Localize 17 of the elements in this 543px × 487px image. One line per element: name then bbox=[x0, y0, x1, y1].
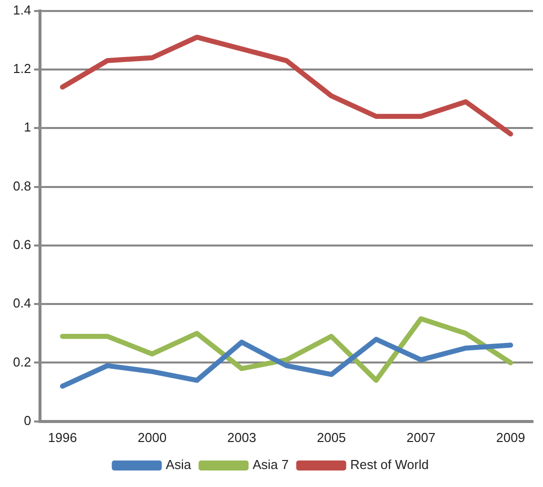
y-tick-label: 0.8 bbox=[12, 178, 32, 194]
y-tick-label: 1.2 bbox=[12, 61, 32, 76]
x-tick-label: 2007 bbox=[406, 430, 436, 445]
legend-label: Asia 7 bbox=[252, 457, 289, 472]
x-tick-label: 2005 bbox=[316, 430, 346, 445]
x-tick-label: 2000 bbox=[138, 430, 167, 445]
x-tick-label: 1996 bbox=[48, 430, 77, 445]
x-tick-label: 2009 bbox=[496, 430, 526, 445]
y-tick-label: 0.6 bbox=[12, 237, 32, 252]
y-tick-label: 1.4 bbox=[12, 2, 32, 18]
legend-label: Rest of World bbox=[350, 457, 429, 472]
y-tick-label: 0 bbox=[24, 412, 32, 428]
y-tick-label: 0.4 bbox=[12, 296, 32, 311]
x-tick-label: 2003 bbox=[227, 430, 256, 445]
y-tick-label: 1 bbox=[24, 120, 32, 135]
y-tick-label: 0.2 bbox=[12, 354, 32, 370]
legend-label: Asia bbox=[166, 457, 192, 472]
